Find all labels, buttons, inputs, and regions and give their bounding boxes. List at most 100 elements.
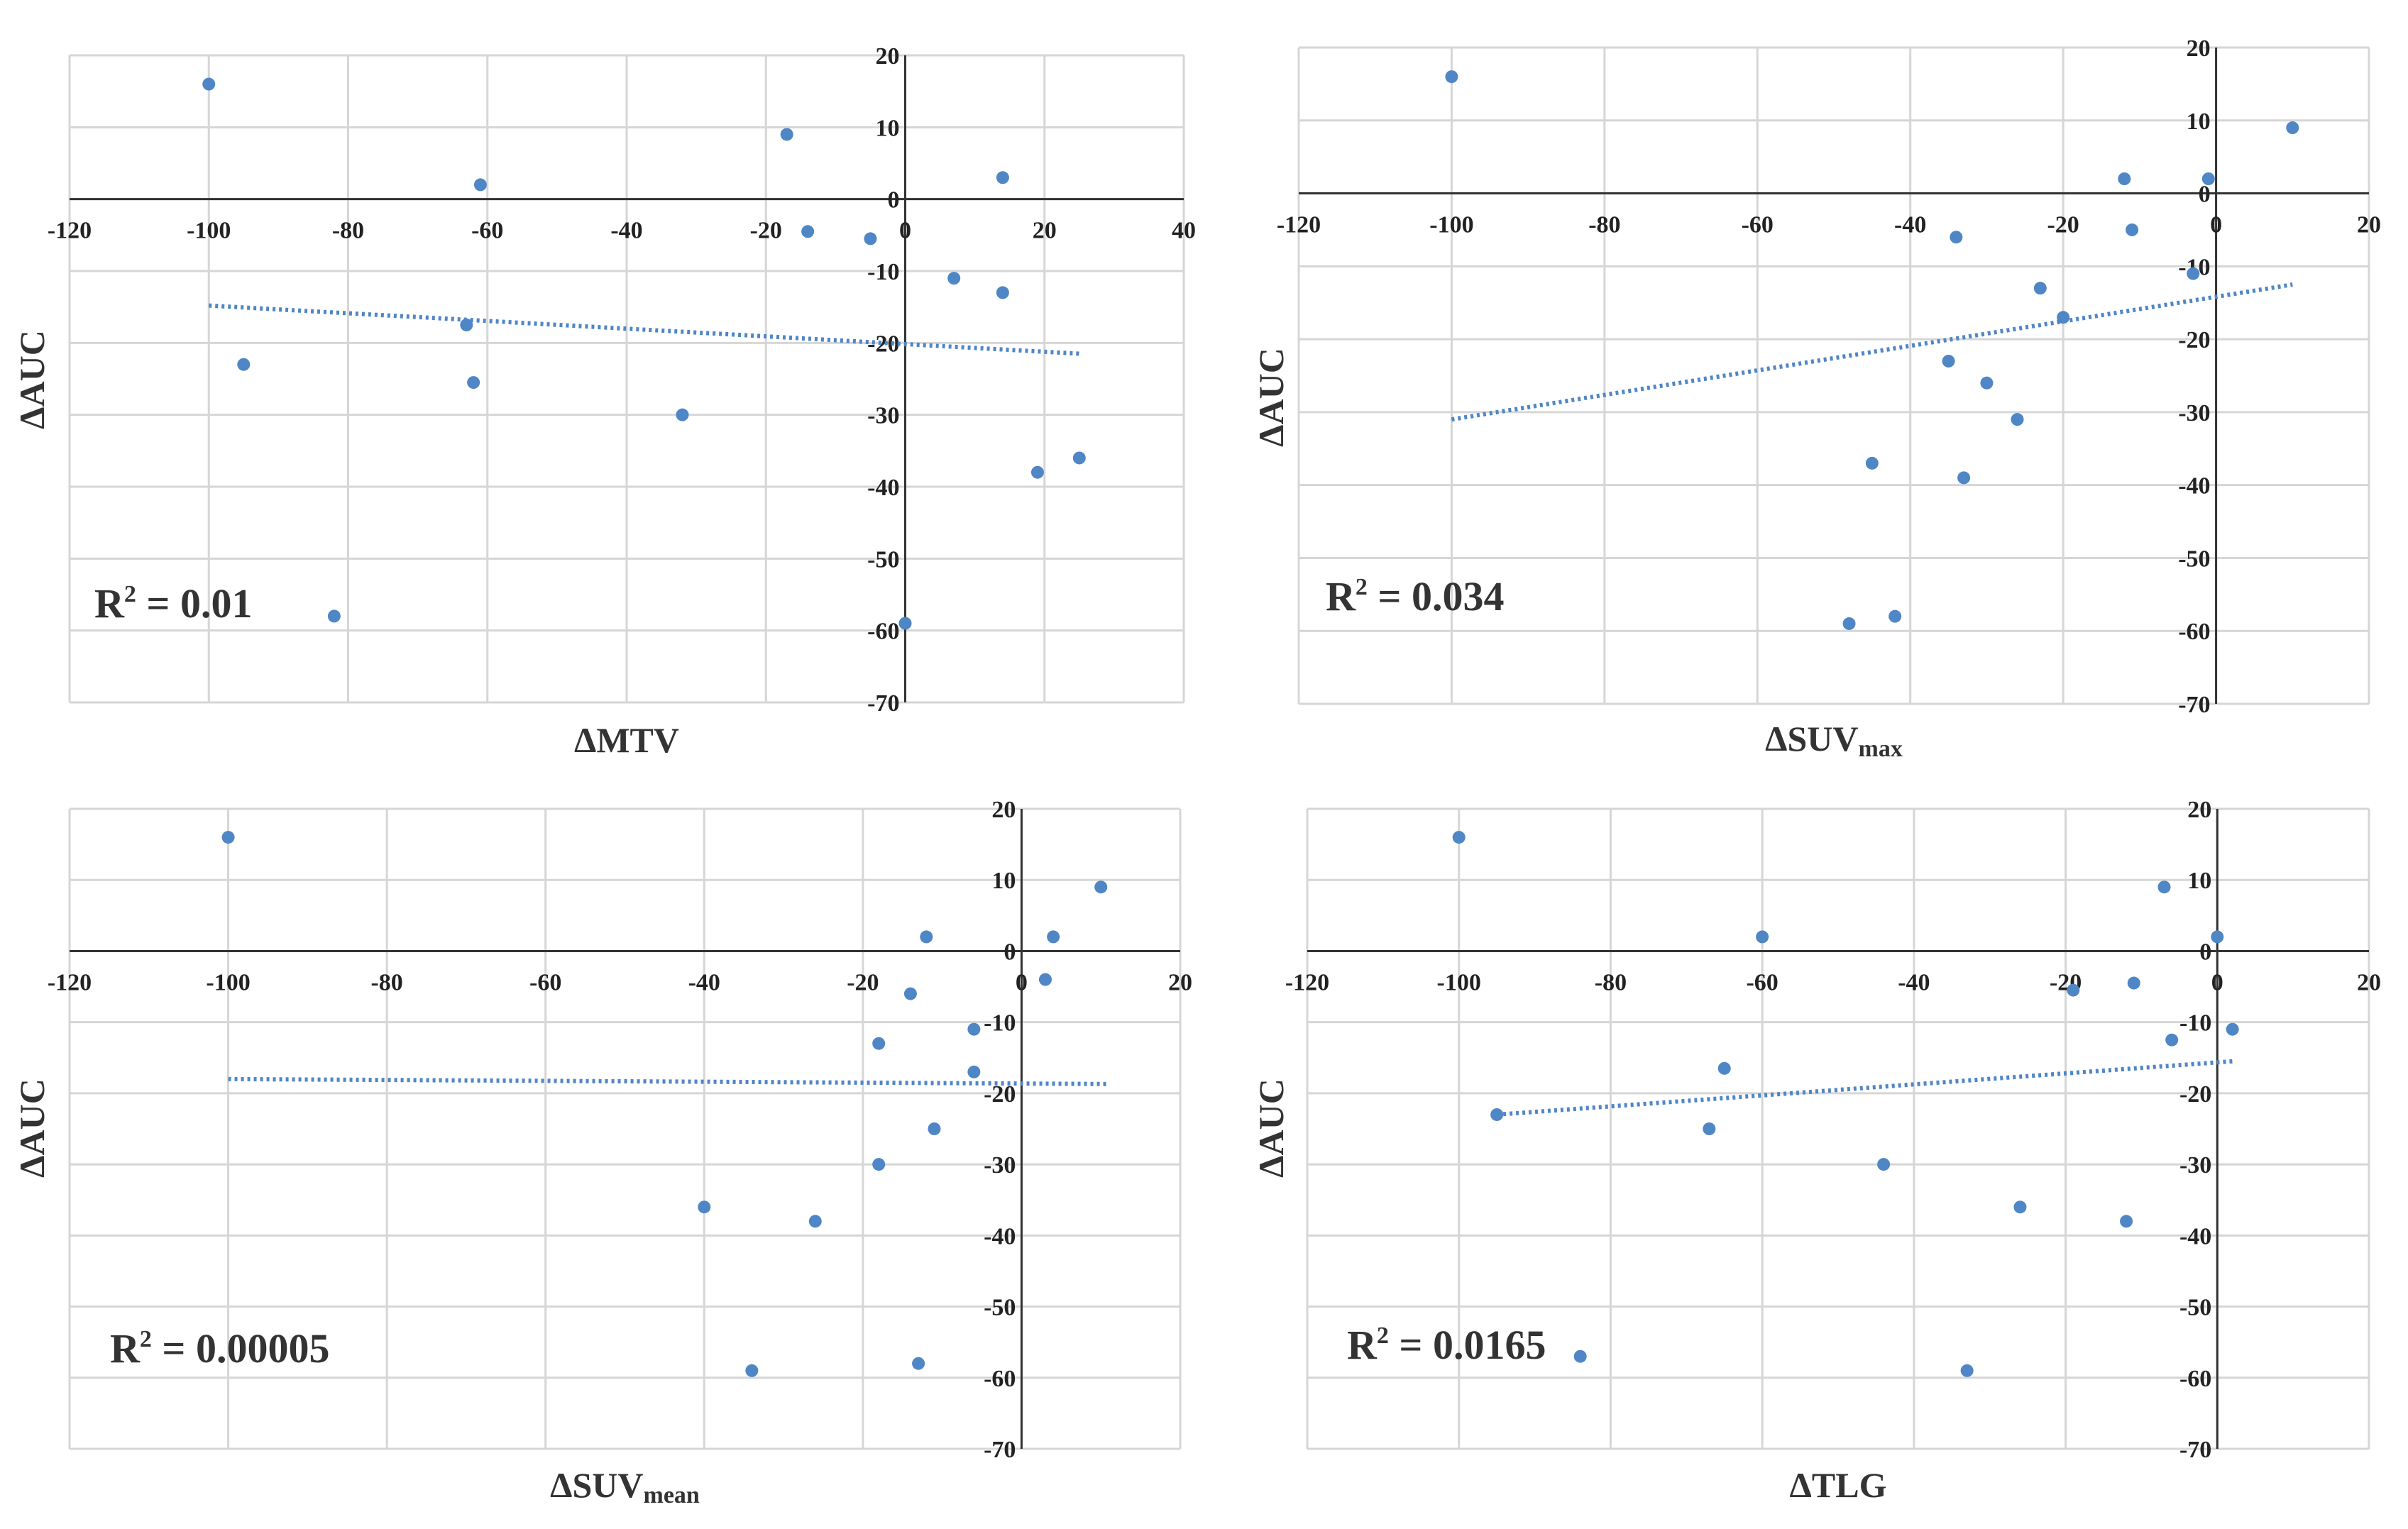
x-tick-label: -120	[1285, 969, 1329, 995]
data-point	[1573, 1349, 1587, 1363]
x-tick-label: -40	[1894, 212, 1926, 238]
data-point	[2011, 413, 2024, 426]
data-point	[745, 1364, 759, 1377]
data-point	[2120, 1215, 2133, 1228]
x-tick-label: 0	[2211, 969, 2223, 995]
x-tick-label: -60	[529, 969, 561, 995]
r-squared-label: R2 = 0.00005	[110, 1325, 329, 1371]
data-point	[2226, 1022, 2239, 1036]
data-point	[1877, 1158, 1891, 1171]
data-point	[2013, 1200, 2027, 1214]
trendline	[228, 1076, 1109, 1086]
data-point	[920, 930, 933, 944]
y-tick-label: 10	[2187, 109, 2211, 135]
y-axis-title: ΔAUC	[1251, 1078, 1291, 1178]
data-point	[676, 408, 689, 421]
x-tick-label: -120	[48, 218, 92, 244]
y-tick-label: 0	[2199, 182, 2211, 208]
y-axis-title: ΔAUC	[1251, 348, 1291, 447]
x-tick-label: 20	[2357, 969, 2381, 995]
y-tick-label: 20	[876, 43, 900, 70]
x-axis-title: ΔSUVmean	[550, 1465, 700, 1508]
y-tick-label: -30	[984, 1152, 1016, 1179]
x-tick-label: -100	[1437, 969, 1481, 995]
trendline	[1496, 1059, 2233, 1117]
data-point	[1717, 1061, 1731, 1075]
data-point	[1703, 1122, 1716, 1135]
data-point	[1030, 465, 1044, 479]
data-point	[467, 376, 480, 390]
data-point	[460, 319, 473, 331]
data-point	[872, 1158, 886, 1171]
r-squared-label: R2 = 0.034	[1326, 573, 1504, 619]
x-tick-label: -20	[750, 218, 782, 244]
data-point	[1865, 456, 1879, 470]
x-tick-label: 40	[1172, 218, 1196, 244]
x-tick-label: -60	[1746, 969, 1778, 995]
data-point	[864, 232, 877, 245]
data-point	[1957, 471, 1971, 485]
y-tick-label: 10	[2187, 868, 2211, 894]
r-squared-label: R2 = 0.01	[94, 580, 252, 626]
y-axis-title: ΔAUC	[12, 1078, 52, 1178]
y-tick-label: -40	[984, 1223, 1016, 1249]
x-tick-label: -40	[1898, 969, 1930, 995]
x-tick-label: 20	[2357, 212, 2381, 238]
x-tick-label: -20	[2047, 212, 2079, 238]
y-tick-label: -70	[2178, 692, 2210, 718]
y-tick-label: -50	[867, 546, 899, 573]
data-point	[947, 272, 961, 285]
y-tick-label: -30	[867, 403, 899, 429]
y-tick-label: -60	[867, 619, 899, 645]
y-tick-label: -70	[2179, 1437, 2211, 1463]
data-point	[2067, 983, 2080, 997]
data-point	[996, 286, 1009, 299]
y-tick-label: 0	[1004, 939, 1016, 965]
data-point	[1047, 930, 1060, 944]
x-tick-label: -100	[187, 218, 231, 244]
data-point	[473, 178, 487, 192]
data-point	[1490, 1108, 1504, 1121]
data-point	[780, 128, 793, 141]
data-point	[1756, 930, 1769, 944]
data-point	[808, 1215, 822, 1228]
y-tick-label: 10	[876, 115, 900, 141]
x-tick-label: 0	[2210, 212, 2222, 238]
y-tick-label: -30	[2178, 400, 2210, 426]
y-tick-label: -20	[984, 1081, 1016, 1108]
r-squared-label: R2 = 0.0165	[1347, 1322, 1546, 1368]
x-tick-label: -80	[1588, 212, 1620, 238]
x-tick-label: -120	[48, 969, 92, 995]
data-point	[2211, 930, 2224, 944]
y-tick-label: -40	[867, 475, 899, 501]
y-tick-label: -50	[984, 1295, 1016, 1321]
trendline	[1451, 282, 2293, 422]
y-tick-label: -50	[2178, 546, 2210, 572]
data-point	[2201, 172, 2215, 185]
data-point	[698, 1200, 711, 1214]
data-point	[903, 987, 917, 1000]
x-tick-label: -40	[610, 218, 642, 244]
data-point	[1094, 881, 1108, 894]
data-point	[202, 77, 216, 91]
data-point	[1452, 831, 1466, 844]
data-point	[237, 358, 251, 371]
data-point	[912, 1357, 925, 1370]
data-point	[1842, 617, 1856, 630]
x-axis-title: ΔSUVmax	[1765, 719, 1903, 762]
x-tick-label: -100	[206, 969, 250, 995]
chart-panel-2: -120 -100 -80 -60 -40 -20 0 20 -70 -60 -50 -40 -30 -2…	[1251, 35, 2381, 762]
x-tick-label: 0	[1016, 969, 1028, 995]
data-point	[221, 831, 235, 844]
y-tick-label: 20	[2187, 35, 2211, 62]
y-tick-label: -50	[2179, 1295, 2211, 1321]
x-tick-label: -100	[1429, 212, 1473, 238]
x-tick-label: -120	[1277, 212, 1321, 238]
data-point	[1889, 609, 1902, 623]
x-tick-label: 0	[899, 218, 911, 244]
x-tick-label: -60	[1742, 212, 1774, 238]
data-point	[2126, 223, 2139, 236]
chart-panel-4: -120 -100 -80 -60 -40 -20 0 20-70-60-50-40-30-2…	[1251, 797, 2381, 1505]
y-tick-label: -20	[2179, 1081, 2211, 1108]
data-point	[2187, 267, 2200, 280]
